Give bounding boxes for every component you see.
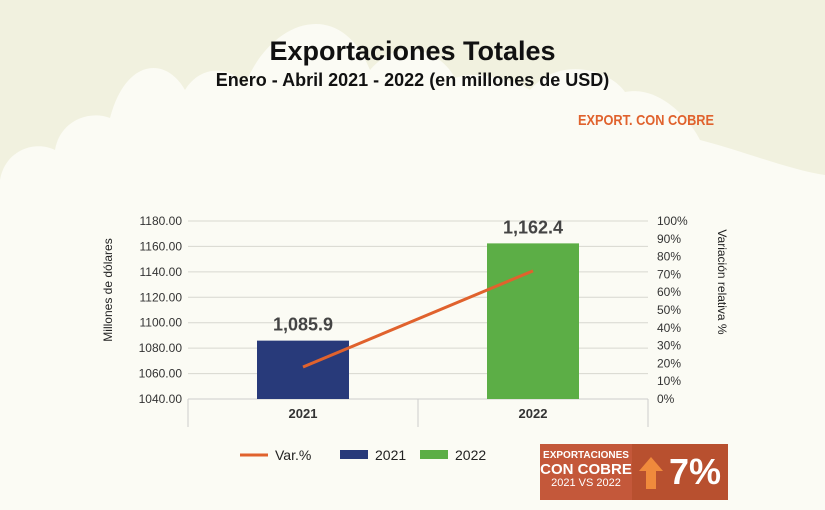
y-tick-label: 1160.00 (140, 239, 183, 253)
y2-tick-label: 0% (657, 392, 675, 406)
y-tick-label: 1140.00 (140, 265, 183, 279)
legend-label: 2021 (375, 447, 406, 463)
badge-value: 7% (668, 451, 722, 492)
x-tick-label: 2022 (519, 406, 548, 421)
badge-line3: 2021 VS 2022 (551, 477, 621, 489)
y2-tick-label: 70% (657, 267, 681, 281)
data-label: 1,085.9 (273, 315, 333, 335)
legend-label: Var.% (275, 447, 311, 463)
legend-label: 2022 (455, 447, 486, 463)
y-tick-label: 1120.00 (140, 290, 183, 304)
line-var (302, 269, 534, 369)
y-tick-label: 1180.00 (140, 214, 183, 228)
y2-tick-label: 10% (657, 374, 681, 388)
badge-line1: EXPORTACIONES (543, 450, 629, 461)
y2-tick-label: 100% (657, 214, 688, 228)
y-axis-label: Millones de dólares (101, 238, 115, 341)
arrow-up-icon (638, 457, 663, 489)
y2-tick-label: 60% (657, 285, 681, 299)
badge-line2: CON COBRE (540, 461, 632, 478)
y2-axis-label: Variación relativa % (715, 229, 729, 334)
y-tick-label: 1060.00 (139, 367, 183, 381)
y-tick-label: 1100.00 (140, 316, 183, 330)
data-label: 1,162.4 (503, 217, 563, 237)
bar-2022 (487, 243, 579, 399)
variation-badge: EXPORTACIONES CON COBRE 2021 VS 2022 7% (540, 444, 728, 500)
y2-tick-label: 30% (657, 339, 681, 353)
legend-swatch (340, 450, 368, 459)
y2-tick-label: 80% (657, 250, 681, 264)
bar-2021 (257, 340, 349, 399)
export-tag: EXPORT. CON COBRE (578, 112, 715, 129)
y2-tick-label: 40% (657, 321, 681, 335)
legend-swatch (420, 450, 448, 459)
y-tick-label: 1040.00 (139, 392, 183, 406)
y-tick-label: 1080.00 (139, 341, 183, 355)
x-tick-label: 2021 (289, 406, 318, 421)
chart-subtitle: Enero - Abril 2021 - 2022 (en millones d… (215, 70, 610, 90)
y2-tick-label: 20% (657, 356, 681, 370)
y2-tick-label: 90% (657, 232, 681, 246)
chart-title: Exportaciones Totales (269, 36, 556, 66)
y2-tick-label: 50% (657, 303, 681, 317)
